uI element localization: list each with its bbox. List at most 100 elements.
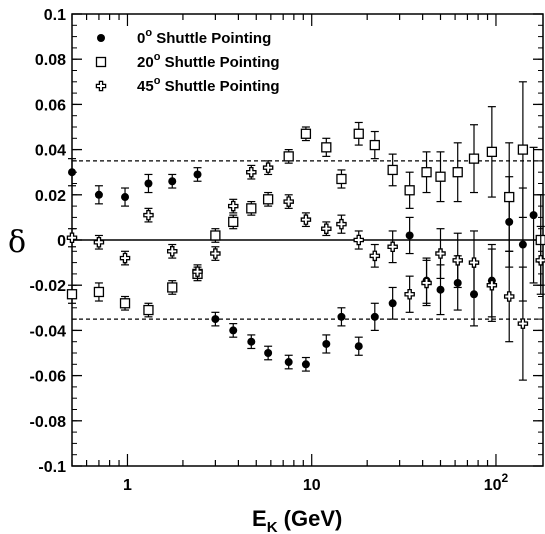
data-point: [93, 237, 105, 248]
data-point: [468, 153, 480, 164]
y-tick-label: 0.06: [35, 97, 66, 114]
x-axis-title-unit: (GeV): [278, 506, 343, 531]
data-point: [436, 285, 445, 294]
data-point: [535, 255, 545, 266]
legend-entry-text: Shuttle Pointing: [160, 78, 279, 95]
data-point: [227, 200, 239, 212]
data-point: [321, 142, 332, 153]
x-tick-exponent: 2: [502, 471, 509, 485]
data-series: [66, 81, 545, 381]
data-point: [167, 282, 178, 293]
y-tick-label: 0: [57, 233, 66, 250]
x-tick-label: 10: [303, 477, 321, 494]
data-point: [421, 167, 432, 178]
x-axis: 1 10 102: [71, 14, 509, 494]
legend-entry-angle: 45: [137, 78, 154, 95]
data-point: [517, 318, 529, 329]
legend-entry-degree: o: [154, 75, 161, 87]
legend-entry-text: Shuttle Pointing: [160, 54, 279, 71]
data-point: [229, 326, 238, 335]
data-point: [192, 266, 203, 277]
data-point: [421, 277, 432, 289]
data-point: [353, 234, 364, 246]
data-point: [283, 196, 294, 207]
data-point: [370, 312, 379, 321]
y-tick-label: 0.1: [44, 7, 66, 24]
data-point: [246, 203, 257, 214]
data-point: [168, 177, 177, 186]
data-point: [435, 248, 446, 259]
data-point: [166, 246, 178, 257]
y-tick-label: 0.08: [35, 52, 66, 69]
data-point: [119, 252, 131, 264]
data-point: [210, 248, 221, 259]
data-point: [336, 218, 347, 230]
data-point: [387, 241, 398, 253]
data-point: [404, 288, 415, 300]
data-point: [369, 250, 381, 262]
data-point: [504, 191, 515, 203]
data-point: [283, 151, 294, 162]
x-tick-label: 1: [123, 477, 132, 494]
x-axis-title-main: E: [252, 506, 267, 531]
data-point: [404, 185, 415, 196]
data-point: [262, 162, 274, 173]
data-point: [119, 298, 131, 309]
data-point: [284, 358, 293, 367]
legend-entry: 20o Shuttle Pointing: [137, 51, 280, 71]
data-point: [94, 190, 103, 199]
data-point: [322, 339, 331, 348]
reference-lines: [72, 160, 543, 320]
data-point: [517, 144, 529, 155]
legend-entry-degree: o: [145, 27, 152, 39]
data-point: [211, 315, 220, 324]
y-tick-label: -0.08: [30, 414, 67, 431]
data-point: [452, 255, 463, 266]
data-point: [468, 257, 480, 268]
data-point: [301, 360, 310, 369]
data-point: [529, 211, 538, 220]
data-point: [336, 173, 347, 185]
y-axis-title: δ: [8, 225, 26, 260]
x-axis-title: EK (GeV): [252, 506, 342, 534]
legend-entry: 45o Shuttle Pointing: [137, 75, 280, 95]
legend-entry-angle: 0: [137, 30, 145, 47]
data-point: [486, 279, 498, 291]
data-point: [262, 194, 274, 205]
data-point: [210, 230, 221, 241]
legend-entry-text: Shuttle Pointing: [152, 30, 271, 47]
data-point: [121, 193, 130, 202]
data-point: [353, 128, 364, 139]
data-point: [388, 299, 397, 308]
data-point: [435, 171, 446, 182]
series-0deg: [68, 146, 538, 372]
data-point: [486, 146, 498, 158]
data-point: [321, 223, 332, 234]
legend-entry-degree: o: [154, 51, 161, 63]
series-45deg: [66, 160, 545, 381]
legend-marker: [95, 56, 107, 68]
data-point: [300, 214, 312, 225]
x-axis-title-subscript: K: [267, 519, 278, 534]
data-point: [143, 209, 154, 221]
data-point: [387, 164, 398, 176]
legend-entry: 0o Shuttle Pointing: [137, 27, 271, 47]
data-point: [193, 170, 202, 179]
data-point: [247, 337, 256, 346]
y-tick-label: -0.02: [30, 278, 67, 295]
data-point: [300, 128, 312, 139]
y-axis: 0.1 0.08 0.06 0.04 0.02 0 -0.02 -0.04 -0.06 -0.08…: [30, 7, 543, 476]
series-20deg: [66, 81, 545, 318]
data-point: [264, 349, 273, 357]
data-point: [66, 289, 78, 300]
data-point: [405, 231, 414, 240]
y-tick-label: -0.06: [30, 369, 67, 386]
legend-marker: [95, 80, 107, 92]
y-tick-label: -0.1: [38, 459, 66, 476]
y-tick-label: -0.04: [30, 323, 67, 340]
data-point: [503, 291, 515, 302]
data-point: [337, 312, 346, 321]
data-point: [143, 304, 154, 316]
y-tick-label: 0.04: [35, 143, 66, 160]
